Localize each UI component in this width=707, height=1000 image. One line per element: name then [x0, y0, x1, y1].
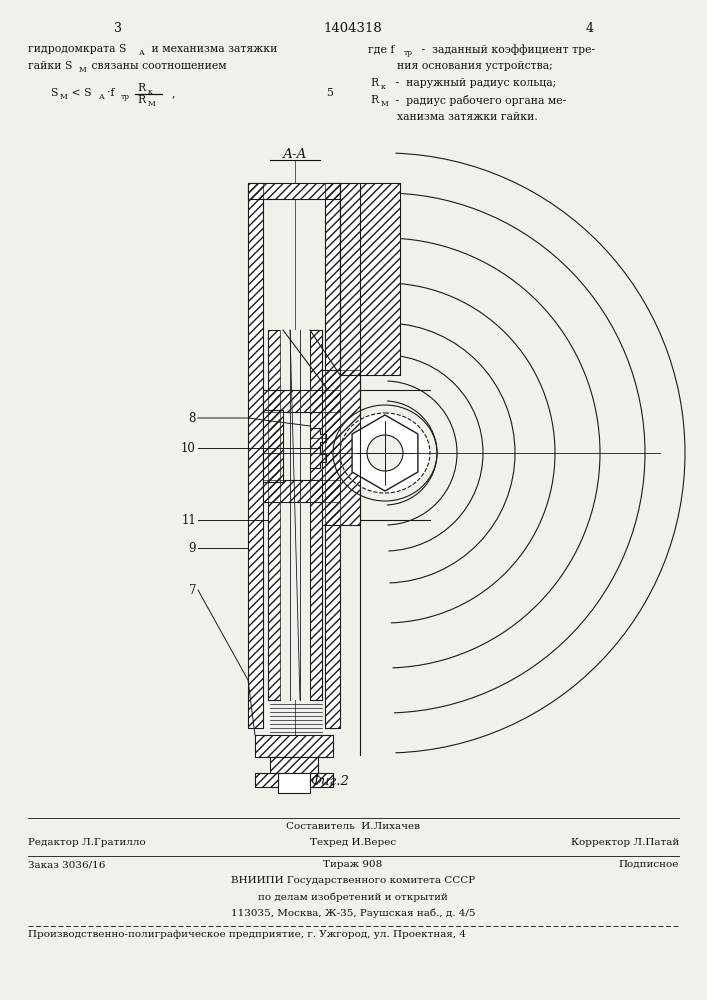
Text: -  заданный коэффициент тре-: - заданный коэффициент тре-: [418, 44, 595, 55]
Text: Подписное: Подписное: [619, 860, 679, 869]
Bar: [248, 183, 263, 728]
Bar: [325, 183, 340, 728]
Text: к: к: [148, 88, 153, 96]
Text: Редактор Л.Гратилло: Редактор Л.Гратилло: [28, 838, 146, 847]
Text: гайки S: гайки S: [28, 61, 72, 71]
Bar: [255, 735, 333, 757]
Ellipse shape: [340, 413, 430, 493]
Text: R: R: [370, 95, 378, 105]
Text: М: М: [60, 93, 68, 101]
Text: S: S: [50, 88, 57, 98]
Text: ния основания устройства;: ния основания устройства;: [397, 61, 553, 71]
Bar: [248, 183, 340, 199]
Text: < S: < S: [68, 88, 91, 98]
Text: по делам изобретений и открытий: по делам изобретений и открытий: [258, 892, 448, 902]
Bar: [310, 330, 322, 700]
Bar: [325, 183, 340, 728]
Text: 3: 3: [114, 22, 122, 35]
Bar: [310, 330, 322, 700]
Text: 1404318: 1404318: [324, 22, 382, 35]
Text: Техред И.Верес: Техред И.Верес: [310, 838, 396, 847]
Text: 9: 9: [189, 542, 196, 554]
Text: М: М: [381, 100, 389, 108]
Bar: [322, 370, 360, 525]
Text: Фиг.2: Фиг.2: [310, 775, 349, 788]
Bar: [255, 773, 278, 787]
Bar: [248, 183, 340, 199]
Text: ВНИИПИ Государственного комитета СССР: ВНИИПИ Государственного комитета СССР: [231, 876, 475, 885]
Text: Заказ 3036/16: Заказ 3036/16: [28, 860, 105, 869]
Text: Корректор Л.Патай: Корректор Л.Патай: [571, 838, 679, 847]
Bar: [270, 757, 318, 773]
Text: А: А: [139, 49, 145, 57]
Text: М: М: [79, 66, 87, 74]
Text: 4: 4: [586, 22, 594, 35]
Text: ,: ,: [165, 88, 175, 98]
Bar: [255, 773, 278, 787]
Bar: [340, 183, 400, 375]
Bar: [268, 330, 280, 700]
Polygon shape: [352, 415, 418, 491]
Text: и механизма затяжки: и механизма затяжки: [148, 44, 277, 54]
Bar: [248, 183, 263, 728]
Bar: [270, 757, 318, 773]
Text: 8: 8: [189, 412, 196, 424]
Bar: [268, 330, 280, 700]
Text: Производственно-полиграфическое предприятие, г. Ужгород, ул. Проектная, 4: Производственно-полиграфическое предприя…: [28, 930, 466, 939]
Text: связаны соотношением: связаны соотношением: [88, 61, 227, 71]
Text: 7: 7: [189, 584, 196, 596]
Text: 10: 10: [181, 442, 196, 454]
Text: ханизма затяжки гайки.: ханизма затяжки гайки.: [397, 112, 538, 122]
Bar: [310, 773, 333, 787]
Text: 11: 11: [181, 514, 196, 526]
Text: тр: тр: [121, 93, 130, 101]
Bar: [310, 773, 333, 787]
Bar: [322, 370, 360, 525]
Text: R: R: [137, 83, 145, 93]
Bar: [340, 183, 400, 375]
Text: -  наружный радиус кольца;: - наружный радиус кольца;: [392, 78, 556, 88]
Text: М: М: [148, 100, 156, 108]
Bar: [263, 480, 340, 502]
Text: гидродомкрата S: гидродомкрата S: [28, 44, 127, 54]
Bar: [263, 410, 283, 482]
Bar: [263, 390, 340, 412]
Text: R: R: [137, 95, 145, 105]
Bar: [263, 410, 283, 482]
Circle shape: [367, 435, 403, 471]
Text: А: А: [99, 93, 105, 101]
Text: А-А: А-А: [283, 148, 308, 161]
Text: Составитель  И.Лихачев: Составитель И.Лихачев: [286, 822, 420, 831]
Text: ·f: ·f: [107, 88, 115, 98]
Bar: [263, 390, 340, 412]
Bar: [263, 480, 340, 502]
Bar: [280, 330, 310, 700]
Bar: [255, 735, 333, 757]
Text: где f: где f: [368, 44, 395, 54]
Text: Тираж 908: Тираж 908: [323, 860, 382, 869]
Text: к: к: [381, 83, 386, 91]
Text: R: R: [370, 78, 378, 88]
Bar: [278, 773, 310, 793]
Text: 5: 5: [327, 88, 334, 98]
Text: 113035, Москва, Ж-35, Раушская наб., д. 4/5: 113035, Москва, Ж-35, Раушская наб., д. …: [230, 908, 475, 918]
Text: -  радиус рабочего органа ме-: - радиус рабочего органа ме-: [392, 95, 566, 106]
Text: тр: тр: [404, 49, 413, 57]
